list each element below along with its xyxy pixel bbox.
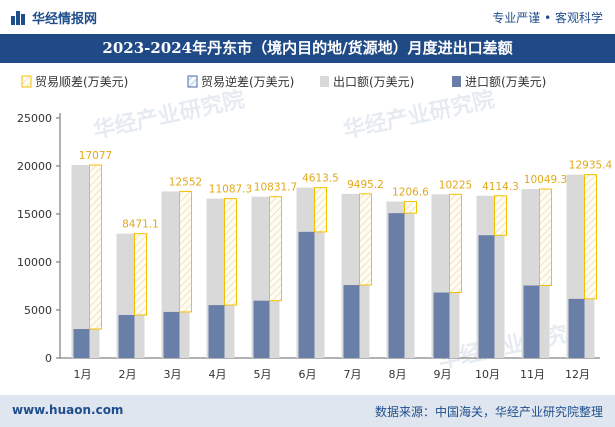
watermark-2: 华经产业研究院 bbox=[341, 86, 497, 143]
website-link[interactable]: www.huaon.com bbox=[12, 403, 124, 417]
x-tick-label-2: 2月 bbox=[119, 368, 137, 381]
import-bar-4 bbox=[208, 305, 225, 358]
legend-swatch-4 bbox=[452, 76, 461, 87]
legend-label-4: 进口额(万美元) bbox=[465, 75, 546, 89]
y-tick-label-3: 10000 bbox=[17, 256, 52, 269]
import-bar-6 bbox=[298, 231, 315, 358]
top-bar: 华经情报网 专业严谨 • 客观科学 bbox=[0, 0, 615, 34]
import-bar-11 bbox=[523, 285, 540, 358]
x-tick-label-8: 8月 bbox=[389, 368, 407, 381]
surplus-label-12: 12935.4 bbox=[569, 160, 613, 172]
surplus-bar-4 bbox=[224, 198, 237, 306]
legend: 贸易顺差(万美元) 贸易逆差(万美元) 出口额(万美元) 进口额(万美元) bbox=[21, 74, 546, 89]
brand[interactable]: 华经情报网 bbox=[10, 8, 97, 27]
title-bar: 2023-2024年丹东市（境内目的地/货源地）月度进出口差额 bbox=[0, 34, 615, 63]
import-bar-5 bbox=[253, 300, 270, 358]
slogan: 专业严谨 • 客观科学 bbox=[492, 11, 603, 25]
surplus-bar-5 bbox=[269, 196, 282, 302]
x-tick-label-3: 3月 bbox=[164, 368, 182, 381]
surplus-label-9: 10225 bbox=[439, 179, 472, 191]
x-tick-label-5: 5月 bbox=[254, 368, 272, 381]
x-tick-label-11: 11月 bbox=[520, 368, 545, 381]
surplus-label-8: 1206.6 bbox=[392, 187, 429, 199]
import-bar-2 bbox=[118, 314, 135, 358]
legend-swatch-3 bbox=[320, 76, 329, 87]
legend-label-1: 贸易顺差(万美元) bbox=[35, 75, 128, 89]
x-tick-label-10: 10月 bbox=[475, 368, 500, 381]
legend-label-3: 出口额(万美元) bbox=[333, 75, 414, 89]
surplus-bar-10 bbox=[494, 195, 507, 236]
import-bar-7 bbox=[343, 285, 360, 358]
brand-logo-icon bbox=[10, 10, 26, 26]
footer: www.huaon.com 数据来源：中国海关，华经产业研究院整理 bbox=[0, 395, 615, 427]
data-labels: 17077 8471.1 12552 11087.3 10831.7 4613.5 9495… bbox=[79, 150, 613, 231]
surplus-bar-11 bbox=[539, 188, 552, 287]
surplus-bar-1 bbox=[89, 164, 102, 330]
surplus-label-7: 9495.2 bbox=[347, 179, 384, 191]
x-tick-label-6: 6月 bbox=[299, 368, 317, 381]
x-tick-label-4: 4月 bbox=[209, 368, 227, 381]
surplus-bar-2 bbox=[134, 233, 147, 316]
surplus-bar-9 bbox=[449, 193, 462, 293]
import-bar-10 bbox=[478, 235, 495, 358]
legend-swatch-1 bbox=[21, 75, 32, 88]
surplus-bar-7 bbox=[359, 193, 372, 286]
x-tick-label-1: 1月 bbox=[74, 368, 92, 381]
legend-swatch-2 bbox=[187, 75, 198, 88]
surplus-bar-8 bbox=[404, 201, 417, 214]
import-bar-3 bbox=[163, 311, 180, 358]
y-tick-label-5: 20000 bbox=[17, 160, 52, 173]
surplus-label-11: 10049.3 bbox=[524, 174, 567, 186]
brand-name: 华经情报网 bbox=[32, 12, 98, 27]
x-tick-label-7: 7月 bbox=[344, 368, 362, 381]
surplus-label-1: 17077 bbox=[79, 150, 112, 162]
surplus-label-10: 4114.3 bbox=[482, 181, 519, 193]
surplus-label-6: 4613.5 bbox=[302, 173, 339, 185]
y-tick-label-6: 25000 bbox=[17, 112, 52, 125]
axes: 0 5000 10000 15000 20000 25000 1月 2月 3月 4月 5月 6月 7月 8… bbox=[17, 112, 600, 381]
y-tick-label-4: 15000 bbox=[17, 208, 52, 221]
surplus-label-4: 11087.3 bbox=[209, 184, 252, 196]
x-tick-label-12: 12月 bbox=[565, 368, 590, 381]
surplus-bar-3 bbox=[179, 190, 192, 313]
surplus-bar-6 bbox=[314, 187, 327, 233]
y-tick-label-1: 0 bbox=[45, 352, 52, 365]
surplus-bar-12 bbox=[584, 174, 597, 300]
data-source: 数据来源：中国海关，华经产业研究院整理 bbox=[374, 405, 603, 419]
import-bar-8 bbox=[388, 213, 405, 358]
surplus-label-5: 10831.7 bbox=[254, 182, 297, 194]
chart-title: 2023-2024年丹东市（境内目的地/货源地）月度进出口差额 bbox=[102, 39, 513, 57]
legend-label-2: 贸易逆差(万美元) bbox=[201, 74, 294, 89]
x-tick-label-9: 9月 bbox=[434, 368, 452, 381]
y-tick-label-2: 5000 bbox=[24, 304, 52, 317]
bars bbox=[71, 164, 597, 358]
import-bar-12 bbox=[568, 298, 585, 358]
import-bar-9 bbox=[433, 292, 450, 358]
surplus-label-2: 8471.1 bbox=[122, 219, 159, 231]
watermark-1: 华经产业研究院 bbox=[91, 86, 247, 143]
surplus-label-3: 12552 bbox=[169, 176, 202, 188]
import-bar-1 bbox=[73, 329, 90, 358]
